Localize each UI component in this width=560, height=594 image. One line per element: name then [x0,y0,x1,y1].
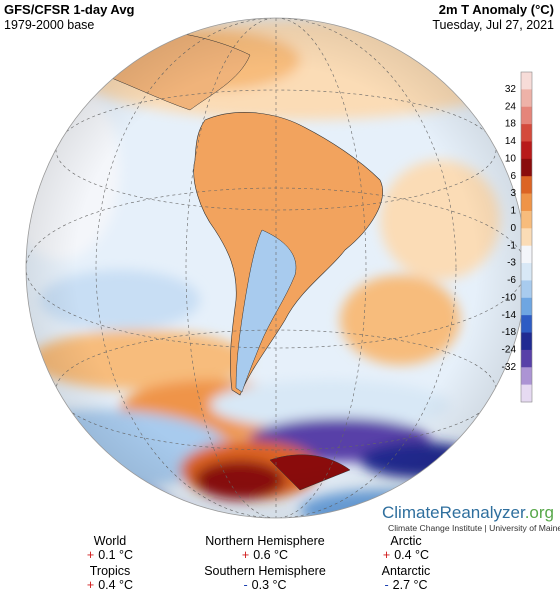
colorbar-swatch [521,332,532,351]
stat-label: Arctic [390,534,421,548]
stat-label: Antarctic [382,564,431,578]
colorbar-swatch [521,349,532,368]
logo: ClimateReanalyzer.org [382,503,554,522]
colorbar-label: 10 [505,153,517,164]
stat-label: Northern Hemisphere [205,534,325,548]
stat-label: Tropics [90,564,131,578]
colorbar-swatch [521,315,532,333]
colorbar-label: -24 [502,345,517,356]
logo-suffix: .org [525,503,554,522]
map-title: GFS/CFSR 1-day Avg [4,2,135,17]
stat-value: +0.4 °C [383,548,429,562]
stat-sign: + [87,548,94,562]
colorbar-label: 6 [510,171,516,182]
stat-sign: - [384,578,388,592]
date-label: Tuesday, Jul 27, 2021 [432,18,554,32]
stat-value: +0.1 °C [87,548,133,562]
colorbar-label: 24 [505,101,517,112]
stat-value: +0.6 °C [242,548,288,562]
stat-number: 0.3 °C [252,578,287,592]
globe [26,18,526,518]
stat-sign: + [242,548,249,562]
colorbar-swatch [521,193,532,212]
colorbar-swatch [521,280,532,299]
colorbar-label: -3 [507,258,516,269]
logo-name: ClimateReanalyzer [382,503,526,522]
colorbar-swatch [521,89,532,108]
colorbar-frame [520,71,533,403]
colorbar-swatch [521,124,532,142]
colorbar-swatch [521,384,532,403]
stat-label: World [94,534,126,548]
stat-value: +0.4 °C [87,578,133,592]
stat-number: 0.1 °C [98,548,133,562]
colorbar-swatch [521,176,532,194]
colorbar-swatch [521,158,532,177]
stat-sign: + [87,578,94,592]
stat-number: 0.4 °C [98,578,133,592]
colorbar-swatch [521,210,532,229]
colorbar-label: 32 [505,84,517,95]
colorbar-label: -1 [507,240,516,251]
colorbar-label: -14 [502,310,517,321]
colorbar-label: 3 [510,188,516,199]
stat-number: 0.4 °C [394,548,429,562]
stat-value: -0.3 °C [243,578,286,592]
logo-box [376,500,556,534]
stat-label: Southern Hemisphere [204,564,326,578]
stat-sign: + [383,548,390,562]
colorbar-label: -32 [502,362,517,373]
colorbar-label: -10 [502,292,517,303]
colorbar-label: 18 [505,119,517,130]
colorbar-swatch [521,72,532,90]
colorbar-label: -6 [507,275,516,286]
stat-number: 0.6 °C [253,548,288,562]
variable-label: 2m T Anomaly (°C) [439,2,554,17]
colorbar-label: -18 [502,327,517,338]
stat-number: 2.7 °C [393,578,428,592]
colorbar-swatch [521,106,532,125]
colorbar-swatch [521,263,532,281]
colorbar-swatch [521,141,532,160]
colorbar-swatch [521,297,532,316]
colorbar-label: 1 [510,206,516,217]
colorbar-swatch [521,367,532,385]
stat-value: -2.7 °C [384,578,427,592]
map-subtitle: 1979-2000 base [4,18,94,32]
colorbar-label: 0 [510,223,516,234]
colorbar-swatch [521,245,532,264]
colorbar-swatch [521,228,532,246]
logo-credit: Climate Change Institute | University of… [388,523,560,533]
stat-sign: - [243,578,247,592]
colorbar-label: 14 [505,136,517,147]
